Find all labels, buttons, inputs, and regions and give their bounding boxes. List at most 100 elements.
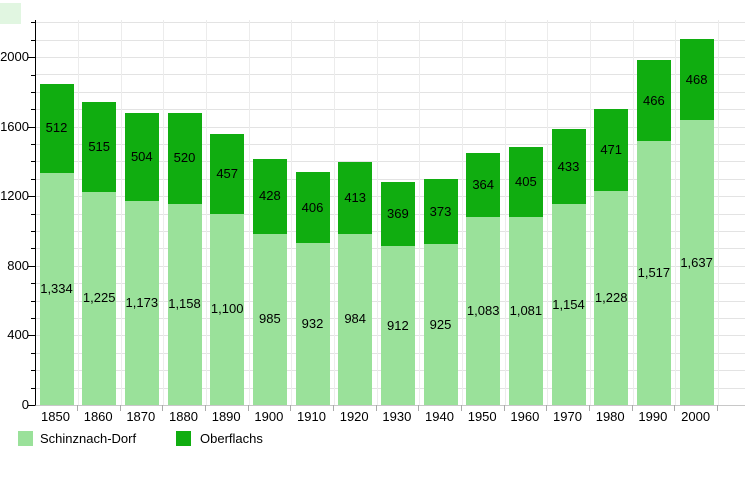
x-axis-tick	[290, 405, 292, 411]
y-axis-major-tick	[28, 335, 35, 337]
bar-value-1970-oberflachs: 433	[557, 158, 580, 174]
x-axis-tick	[503, 405, 505, 411]
bar-value-1860-oberflachs: 515	[88, 139, 111, 155]
gridline-vertical	[248, 20, 250, 405]
bar-value-1860-schinznach-dorf: 1,225	[82, 290, 116, 306]
bar-value-1960-schinznach-dorf: 1,081	[509, 303, 543, 318]
y-axis-minor-tick	[31, 22, 35, 24]
bar-2000-oberflachs	[679, 38, 714, 121]
x-axis-label-1910: 1910	[297, 409, 326, 424]
bar-1990-schinznach-dorf	[636, 141, 671, 405]
x-axis-tick	[674, 405, 676, 411]
bar-1900-schinznach-dorf	[252, 233, 287, 405]
bar-1920-oberflachs	[338, 162, 373, 234]
y-axis-minor-tick	[31, 109, 35, 111]
bar-value-1920-schinznach-dorf: 984	[344, 311, 367, 327]
bar-1940-schinznach-dorf	[423, 244, 458, 405]
y-axis-minor-tick	[31, 39, 35, 41]
gridline-horizontal	[36, 126, 745, 128]
y-axis-minor-tick	[31, 283, 35, 285]
x-axis-label-1960: 1960	[510, 409, 540, 424]
x-axis-tick	[204, 405, 206, 411]
gridline-vertical	[77, 20, 79, 405]
bar-value-1900-schinznach-dorf: 985	[259, 311, 281, 327]
bar-1860-schinznach-dorf	[82, 191, 117, 405]
gridline-vertical	[547, 20, 549, 405]
y-axis-major-tick	[28, 196, 35, 198]
x-axis-label-1860: 1860	[83, 409, 113, 424]
gridline-vertical	[419, 20, 421, 405]
bar-value-1900-oberflachs: 428	[259, 188, 281, 204]
y-axis-minor-tick	[31, 387, 35, 389]
bar-1850-schinznach-dorf	[39, 172, 74, 405]
gridline-vertical	[675, 20, 677, 405]
bar-value-1850-schinznach-dorf: 1,334	[40, 281, 73, 296]
x-axis-tick	[76, 405, 78, 411]
bar-value-1890-schinznach-dorf: 1,100	[210, 301, 244, 317]
x-axis-label-1890: 1890	[211, 409, 241, 424]
y-axis-minor-tick	[31, 352, 35, 354]
gridline-vertical	[504, 20, 506, 405]
bar-1960-schinznach-dorf	[508, 216, 543, 405]
bar-1860-oberflachs	[82, 102, 117, 192]
gridline-horizontal	[36, 109, 745, 111]
bar-1970-schinznach-dorf	[551, 204, 586, 405]
bar-value-1980-schinznach-dorf: 1,228	[594, 290, 628, 306]
bar-value-1990-oberflachs: 466	[643, 92, 665, 108]
y-axis-minor-tick	[31, 370, 35, 372]
legend-swatch-oberflachs	[176, 431, 191, 446]
bar-value-1870-oberflachs: 504	[130, 149, 153, 165]
bar-value-1910-oberflachs: 406	[301, 199, 324, 215]
gridline-vertical	[632, 20, 634, 405]
x-axis-label-1850: 1850	[41, 409, 70, 424]
bar-2000-schinznach-dorf	[679, 120, 714, 405]
y-axis-minor-tick	[31, 74, 35, 76]
y-axis-major-tick	[28, 57, 35, 59]
x-axis-label-1940: 1940	[425, 409, 454, 424]
bar-1880-oberflachs	[167, 113, 202, 204]
bar-1880-schinznach-dorf	[167, 203, 202, 405]
bar-value-1950-oberflachs: 364	[472, 176, 495, 192]
y-axis-label-400: 400	[7, 327, 29, 343]
bar-value-1940-schinznach-dorf: 925	[429, 316, 452, 332]
x-axis-label-2000: 2000	[681, 409, 711, 424]
bar-1980-oberflachs	[594, 109, 629, 192]
y-axis-minor-tick	[31, 231, 35, 232]
legend-label-schinznach-dorf: Schinznach-Dorf	[40, 431, 137, 446]
bar-1950-schinznach-dorf	[466, 216, 501, 405]
x-axis-tick	[418, 405, 420, 411]
gridline-vertical	[589, 20, 591, 405]
gridline-horizontal	[36, 91, 745, 93]
bar-value-1890-oberflachs: 457	[216, 165, 239, 181]
bar-value-1920-oberflachs: 413	[344, 189, 367, 205]
bar-value-1990-schinznach-dorf: 1,517	[637, 265, 671, 280]
gridline-vertical	[376, 20, 378, 405]
x-axis-label-1930: 1930	[382, 409, 412, 424]
bar-value-2000-oberflachs: 468	[685, 71, 708, 87]
y-axis-major-tick	[28, 126, 35, 128]
gridline-vertical	[461, 20, 463, 405]
stray-legend-swatch	[0, 3, 21, 24]
plot-area: 1,334 512 1,225 515 1,173 504 1,158 520 1,100 457…	[35, 20, 745, 406]
gridline-horizontal	[36, 57, 745, 59]
gridline-vertical	[717, 20, 719, 405]
x-axis-tick	[588, 405, 590, 411]
x-axis-tick	[716, 405, 718, 411]
x-axis-tick	[546, 405, 548, 411]
bar-1910-schinznach-dorf	[295, 242, 330, 405]
y-axis-minor-tick	[31, 248, 35, 250]
gridline-vertical	[333, 20, 335, 405]
y-axis-minor-tick	[31, 91, 35, 93]
bar-1910-oberflachs	[295, 172, 330, 243]
x-axis-tick	[460, 405, 462, 411]
x-axis-label-1970: 1970	[553, 409, 582, 424]
bar-value-2000-schinznach-dorf: 1,637	[680, 254, 713, 270]
x-axis-label-1900: 1900	[254, 409, 284, 424]
bar-value-1870-schinznach-dorf: 1,173	[125, 295, 159, 310]
x-axis-tick	[631, 405, 633, 411]
y-axis-label-2000: 2000	[0, 49, 29, 65]
bar-1940-oberflachs	[423, 179, 458, 245]
bar-value-1850-oberflachs: 512	[45, 120, 68, 136]
bar-1870-oberflachs	[124, 113, 159, 201]
